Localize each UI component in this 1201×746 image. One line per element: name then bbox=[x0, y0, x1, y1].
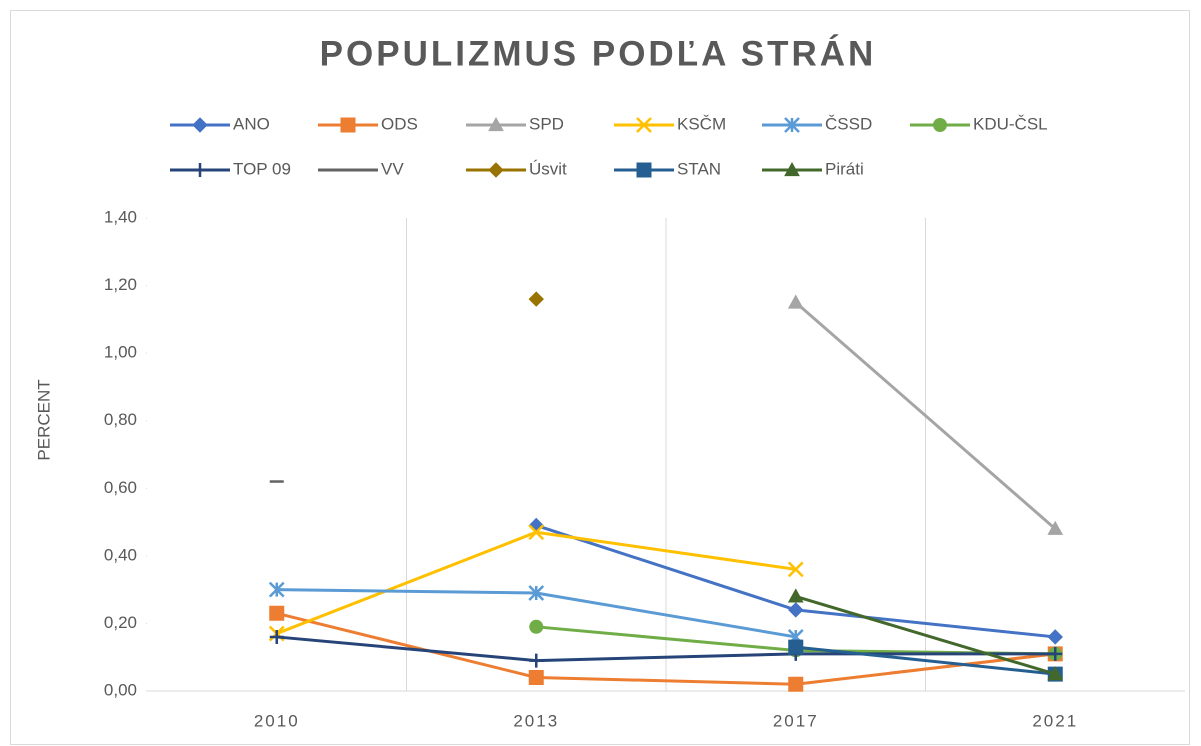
legend-marker bbox=[636, 162, 652, 178]
legend-marker bbox=[488, 162, 504, 178]
data-point bbox=[528, 524, 545, 541]
legend-label: ČSSD bbox=[825, 114, 872, 133]
y-tick-label: 0,60 bbox=[104, 478, 137, 497]
data-point bbox=[787, 294, 804, 309]
data-point bbox=[787, 588, 804, 603]
y-tick-label: 0,80 bbox=[104, 410, 137, 429]
data-point bbox=[1047, 666, 1064, 681]
y-axis-label: PERCENT bbox=[34, 379, 53, 460]
data-point bbox=[1048, 646, 1063, 661]
data-point bbox=[528, 291, 544, 307]
legend-label: SPD bbox=[529, 114, 564, 133]
data-point bbox=[268, 581, 285, 598]
legend-label: Piráti bbox=[825, 159, 864, 178]
x-tick-label: 2017 bbox=[773, 711, 819, 730]
series-line bbox=[276, 611, 1056, 686]
legend-marker bbox=[340, 117, 356, 133]
x-tick-label: 2021 bbox=[1032, 711, 1078, 730]
legend-label: STAN bbox=[677, 159, 721, 178]
data-point bbox=[1047, 629, 1063, 645]
data-point bbox=[788, 602, 804, 618]
y-tick-label: 1,40 bbox=[104, 207, 137, 226]
y-tick-label: 1,00 bbox=[104, 343, 137, 362]
x-tick-label: 2010 bbox=[254, 711, 300, 730]
data-point bbox=[528, 669, 544, 685]
data-point bbox=[269, 605, 285, 621]
chart-border bbox=[10, 10, 1190, 745]
y-tick-label: 0,40 bbox=[104, 545, 137, 564]
legend-label: KSČM bbox=[677, 114, 726, 133]
series-line bbox=[794, 301, 1057, 530]
legend-marker bbox=[636, 117, 652, 133]
legend-label: Úsvit bbox=[529, 159, 567, 178]
legend-label: KDU-ČSL bbox=[973, 114, 1048, 133]
legend-label: ODS bbox=[381, 114, 418, 133]
legend-label: ANO bbox=[233, 114, 270, 133]
y-tick-label: 0,20 bbox=[104, 613, 137, 632]
data-point bbox=[1047, 520, 1064, 535]
data-point bbox=[788, 676, 804, 692]
legend-marker bbox=[192, 117, 208, 133]
data-point bbox=[788, 639, 804, 655]
legend-marker bbox=[784, 117, 800, 133]
legend-marker bbox=[784, 161, 800, 177]
data-point bbox=[529, 653, 544, 668]
series-line bbox=[795, 594, 1056, 676]
legend-label: VV bbox=[381, 159, 404, 178]
chart-title: POPULIZMUS PODĽA STRÁN bbox=[320, 33, 877, 73]
legend-marker bbox=[488, 116, 504, 132]
data-point bbox=[269, 629, 284, 644]
legend-marker bbox=[193, 163, 207, 177]
x-tick-label: 2013 bbox=[513, 711, 559, 730]
data-point bbox=[787, 561, 804, 578]
legend-marker bbox=[933, 118, 947, 132]
series-line bbox=[276, 635, 1056, 663]
data-point bbox=[529, 619, 544, 634]
legend-label: TOP 09 bbox=[233, 159, 291, 178]
y-tick-label: 0,00 bbox=[104, 680, 137, 699]
series-line bbox=[795, 645, 1056, 676]
data-point bbox=[528, 585, 545, 601]
y-tick-label: 1,20 bbox=[104, 275, 137, 294]
